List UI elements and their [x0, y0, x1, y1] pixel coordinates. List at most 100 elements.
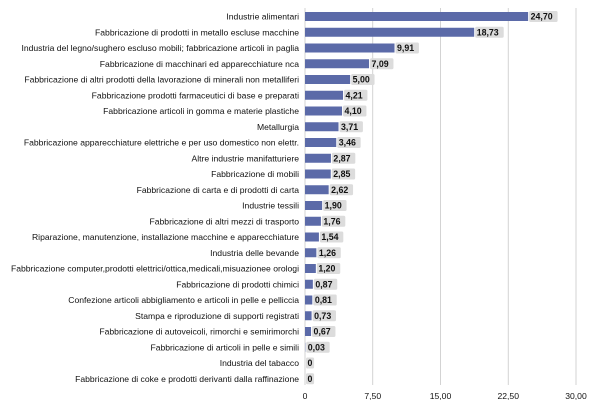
value-label-background: [312, 326, 336, 337]
value-label-background: [306, 373, 315, 385]
value-label-background: [312, 310, 336, 322]
bar: [305, 43, 395, 53]
category-label: Industria delle bevande: [210, 248, 299, 258]
x-tick-label: 22,50: [497, 391, 519, 401]
value-label: 1,76: [323, 216, 340, 226]
bar: [305, 216, 321, 226]
value-label-background: [321, 215, 346, 227]
value-label-background: [317, 247, 341, 259]
value-label-background: [329, 184, 354, 196]
value-label-background: [313, 278, 338, 290]
value-label-background: [370, 58, 394, 70]
bar: [305, 279, 313, 289]
value-label-background: [343, 105, 367, 117]
value-label-background: [306, 357, 315, 369]
category-label: Fabbricazione di altri prodotti della la…: [24, 75, 299, 85]
bar: [305, 201, 323, 210]
bar: [305, 90, 344, 100]
value-label-background: [475, 26, 504, 38]
value-label: 3,46: [339, 138, 356, 148]
x-tick-label: 15,00: [430, 391, 452, 401]
value-label-background: [313, 294, 337, 306]
bar: [305, 264, 316, 273]
category-label: Fabbricazione computer,prodotti elettric…: [11, 264, 299, 274]
value-label: 5,00: [353, 75, 370, 85]
value-label-background: [339, 121, 363, 133]
category-label: Fabbricazione di coke e prodotti derivan…: [75, 374, 299, 384]
value-label-background: [337, 137, 361, 148]
category-label: Metallurgia: [257, 122, 299, 132]
value-label: 7,09: [372, 59, 389, 69]
category-label: Industria del legno/sughero escluso mobi…: [21, 43, 299, 53]
value-label-background: [319, 231, 344, 243]
bar: [305, 169, 331, 179]
bar: [305, 232, 319, 242]
category-label: Altre industrie manifatturiere: [192, 153, 300, 163]
x-tick-label: 7,50: [364, 391, 381, 401]
bar: [305, 327, 312, 336]
category-label: Confezione articoli abbigliamento e arti…: [68, 295, 299, 305]
value-label: 2,62: [331, 185, 348, 195]
value-label: 0,73: [314, 311, 331, 321]
gridlines: [304, 8, 577, 385]
category-label: Fabbricazione articoli in gomma e materi…: [103, 106, 299, 116]
bar: [305, 295, 313, 305]
value-label: 1,20: [318, 264, 335, 274]
bar: [305, 185, 329, 195]
value-label: 0: [308, 374, 313, 384]
x-axis-ticks: 0 7,50 15,00 22,50 30,00: [303, 391, 587, 401]
category-label: Fabbricazione di autoveicoli, rimorchi e…: [99, 327, 299, 337]
value-label: 4,10: [345, 106, 362, 116]
value-label: 0: [308, 358, 313, 368]
x-tick-label: 0: [303, 391, 308, 401]
value-label: 24,70: [531, 12, 553, 22]
x-tick-label: 30,00: [565, 391, 587, 401]
value-label-background: [351, 74, 375, 85]
category-label: Riparazione, manutenzione, installazione…: [32, 232, 299, 242]
category-label: Fabbricazione di prodotti chimici: [176, 279, 299, 289]
bar: [305, 153, 331, 163]
category-label: Fabbricazione di prodotti in metallo esc…: [95, 27, 299, 37]
category-label: Industrie tessili: [242, 201, 299, 211]
category-label: Fabbricazione prodotti farmaceutici di b…: [92, 90, 299, 100]
bar: [305, 27, 475, 37]
category-label: Fabbricazione di carta e di prodotti di …: [137, 185, 300, 195]
category-label: Fabbricazione di mobili: [211, 169, 299, 179]
category-label: Fabbricazione apparecchiature elettriche…: [24, 138, 299, 148]
bar: [305, 106, 343, 116]
value-label: 0,81: [315, 295, 332, 305]
bar: [305, 75, 351, 84]
value-label: 0,87: [315, 279, 332, 289]
value-label-background: [323, 200, 347, 211]
bar: [305, 138, 337, 147]
value-label: 0,03: [308, 342, 325, 352]
value-label: 18,73: [477, 27, 499, 37]
category-label: Fabbricazione di altri mezzi di trasport…: [150, 216, 300, 226]
value-label: 1,90: [325, 201, 342, 211]
value-label: 2,87: [333, 153, 350, 163]
value-label-background: [331, 168, 356, 180]
value-label: 9,91: [397, 43, 414, 53]
bar: [305, 248, 317, 258]
value-label-background: [331, 152, 356, 164]
value-label-background: [344, 89, 368, 101]
bar: [305, 59, 370, 69]
value-label: 2,85: [333, 169, 350, 179]
value-label-background: [529, 11, 558, 22]
value-label: 3,71: [341, 122, 358, 132]
value-label: 1,26: [319, 248, 336, 258]
category-label: Fabbricazione di macchinari ed apparecch…: [100, 59, 299, 69]
bar-rows: Industrie alimentari 24,70 Fabbricazione d…: [11, 11, 558, 385]
category-label: Stampa e riproduzione di supporti regist…: [135, 311, 299, 321]
value-label-background: [316, 263, 341, 274]
value-label: 4,21: [346, 90, 363, 100]
bar: [305, 122, 339, 132]
bar: [305, 12, 529, 21]
category-label: Fabbricazione di articoli in pelle e sim…: [150, 342, 299, 352]
category-label: Industrie alimentari: [226, 12, 299, 22]
category-label: Industria del tabacco: [220, 358, 300, 368]
value-label: 0,67: [314, 327, 331, 337]
value-label-background: [395, 42, 419, 54]
bar: [305, 311, 312, 321]
